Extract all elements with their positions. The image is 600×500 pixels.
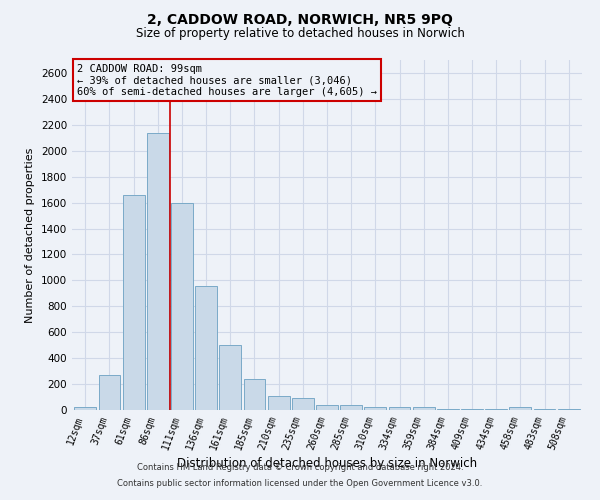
Bar	[147, 132, 169, 410]
Bar	[74, 408, 96, 410]
Bar	[364, 408, 386, 410]
Bar	[316, 405, 338, 410]
Bar	[244, 379, 265, 410]
Bar	[509, 408, 531, 410]
Y-axis label: Number of detached properties: Number of detached properties	[25, 148, 35, 322]
Bar	[268, 396, 290, 410]
Bar	[389, 408, 410, 410]
Text: Contains public sector information licensed under the Open Government Licence v3: Contains public sector information licen…	[118, 478, 482, 488]
X-axis label: Distribution of detached houses by size in Norwich: Distribution of detached houses by size …	[177, 457, 477, 470]
Bar	[292, 398, 314, 410]
Bar	[98, 375, 121, 410]
Text: 2, CADDOW ROAD, NORWICH, NR5 9PQ: 2, CADDOW ROAD, NORWICH, NR5 9PQ	[147, 12, 453, 26]
Text: 2 CADDOW ROAD: 99sqm
← 39% of detached houses are smaller (3,046)
60% of semi-de: 2 CADDOW ROAD: 99sqm ← 39% of detached h…	[77, 64, 377, 96]
Bar	[123, 195, 145, 410]
Bar	[461, 408, 483, 410]
Text: Contains HM Land Registry data © Crown copyright and database right 2024.: Contains HM Land Registry data © Crown c…	[137, 464, 463, 472]
Bar	[220, 345, 241, 410]
Bar	[437, 408, 459, 410]
Text: Size of property relative to detached houses in Norwich: Size of property relative to detached ho…	[136, 28, 464, 40]
Bar	[340, 405, 362, 410]
Bar	[171, 202, 193, 410]
Bar	[413, 408, 434, 410]
Bar	[195, 286, 217, 410]
